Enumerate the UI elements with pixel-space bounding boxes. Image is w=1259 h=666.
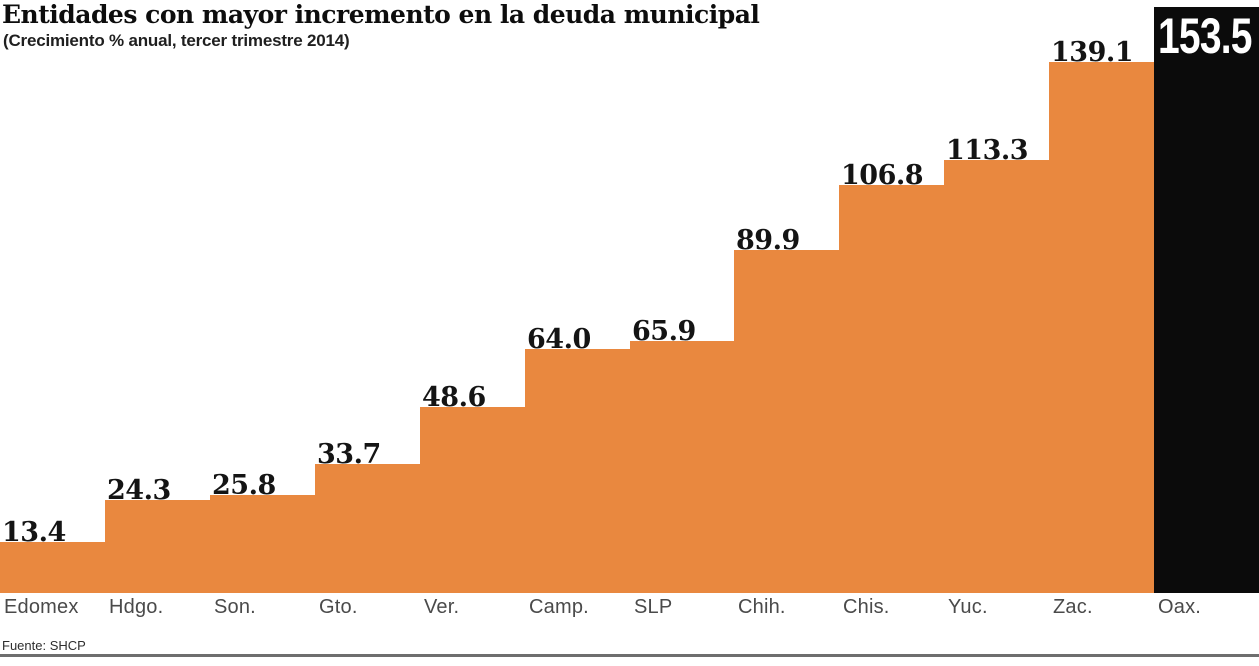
bar-value-label-inside: 153.5 — [1158, 8, 1252, 64]
x-axis-label: Camp. — [529, 596, 589, 618]
x-axis-label: Zac. — [1053, 596, 1093, 618]
bar-value-label: 113.3 — [946, 135, 1029, 166]
bar-slp — [630, 341, 734, 593]
x-axis-label: Ver. — [424, 596, 460, 618]
bar-value-label: 64.0 — [527, 324, 591, 355]
x-axis-label: SLP — [634, 596, 673, 618]
source-note: Fuente: SHCP — [2, 638, 86, 653]
bar-gto — [315, 464, 420, 593]
bar-hdgo — [105, 500, 210, 593]
bar-value-label: 33.7 — [317, 439, 381, 470]
bar-oax — [1154, 7, 1259, 593]
chart-title: Entidades con mayor incremento en la deu… — [2, 0, 760, 29]
bar-value-label: 48.6 — [422, 382, 486, 413]
bar-value-label: 65.9 — [632, 316, 696, 347]
bar-value-label: 25.8 — [212, 470, 276, 501]
bar-value-label: 106.8 — [841, 160, 924, 191]
bar-value-label: 13.4 — [2, 517, 66, 548]
bar-chis — [839, 185, 944, 593]
bar-chih — [734, 250, 839, 593]
chart-subtitle: (Crecimiento % anual, tercer trimestre 2… — [3, 31, 350, 50]
bar-edomex — [0, 542, 105, 593]
x-axis-label: Edomex — [4, 596, 79, 618]
bar-value-label: 139.1 — [1051, 37, 1134, 68]
bar-yuc — [944, 160, 1049, 593]
x-axis-label: Hdgo. — [109, 596, 164, 618]
x-axis-label: Chih. — [738, 596, 786, 618]
x-axis-label: Yuc. — [948, 596, 988, 618]
bottom-rule — [0, 654, 1259, 657]
bar-ver — [420, 407, 525, 593]
x-axis-label: Chis. — [843, 596, 890, 618]
bar-value-label: 24.3 — [107, 475, 171, 506]
x-axis-label: Son. — [214, 596, 256, 618]
bar-value-label: 89.9 — [736, 225, 800, 256]
bar-camp — [525, 349, 630, 593]
x-axis-label: Gto. — [319, 596, 358, 618]
x-axis-label: Oax. — [1158, 596, 1202, 618]
bar-zac — [1049, 62, 1154, 593]
bar-son — [210, 495, 315, 593]
